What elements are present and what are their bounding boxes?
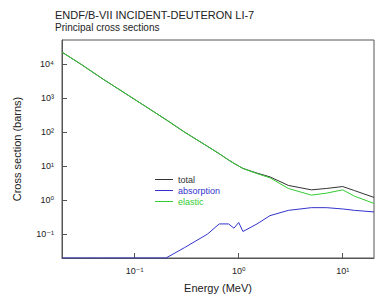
svg-text:10¹: 10¹ — [336, 266, 349, 276]
svg-text:10⁰: 10⁰ — [40, 195, 54, 205]
svg-text:elastic: elastic — [178, 197, 204, 207]
svg-text:Principal cross sections: Principal cross sections — [55, 22, 159, 33]
svg-text:10⁻¹: 10⁻¹ — [126, 266, 144, 276]
svg-text:10²: 10² — [41, 127, 54, 137]
svg-text:10⁻¹: 10⁻¹ — [36, 229, 54, 239]
svg-text:10⁴: 10⁴ — [40, 59, 54, 69]
svg-text:10¹: 10¹ — [41, 161, 54, 171]
svg-text:10⁰: 10⁰ — [232, 266, 246, 276]
svg-text:total: total — [178, 175, 195, 185]
svg-text:absorption: absorption — [178, 186, 220, 196]
svg-text:10³: 10³ — [41, 93, 54, 103]
svg-text:Cross section (barns): Cross section (barns) — [11, 97, 23, 202]
svg-text:Energy (MeV): Energy (MeV) — [184, 282, 252, 294]
svg-text:ENDF/B-VII INCIDENT-DEUTERON L: ENDF/B-VII INCIDENT-DEUTERON LI-7 — [55, 9, 254, 21]
